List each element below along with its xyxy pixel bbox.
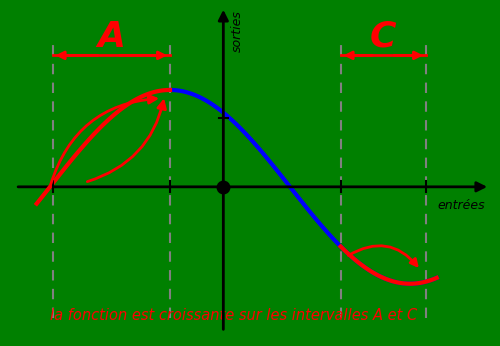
- Text: entrées: entrées: [437, 199, 484, 212]
- Text: sorties: sorties: [232, 10, 244, 52]
- Text: A: A: [98, 20, 126, 54]
- Text: C: C: [370, 20, 396, 54]
- Text: la fonction est croissante sur les intervalles A et C: la fonction est croissante sur les inter…: [50, 308, 418, 323]
